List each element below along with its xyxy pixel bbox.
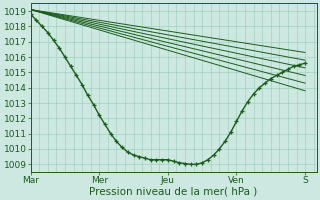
X-axis label: Pression niveau de la mer( hPa ): Pression niveau de la mer( hPa ) <box>90 187 258 197</box>
